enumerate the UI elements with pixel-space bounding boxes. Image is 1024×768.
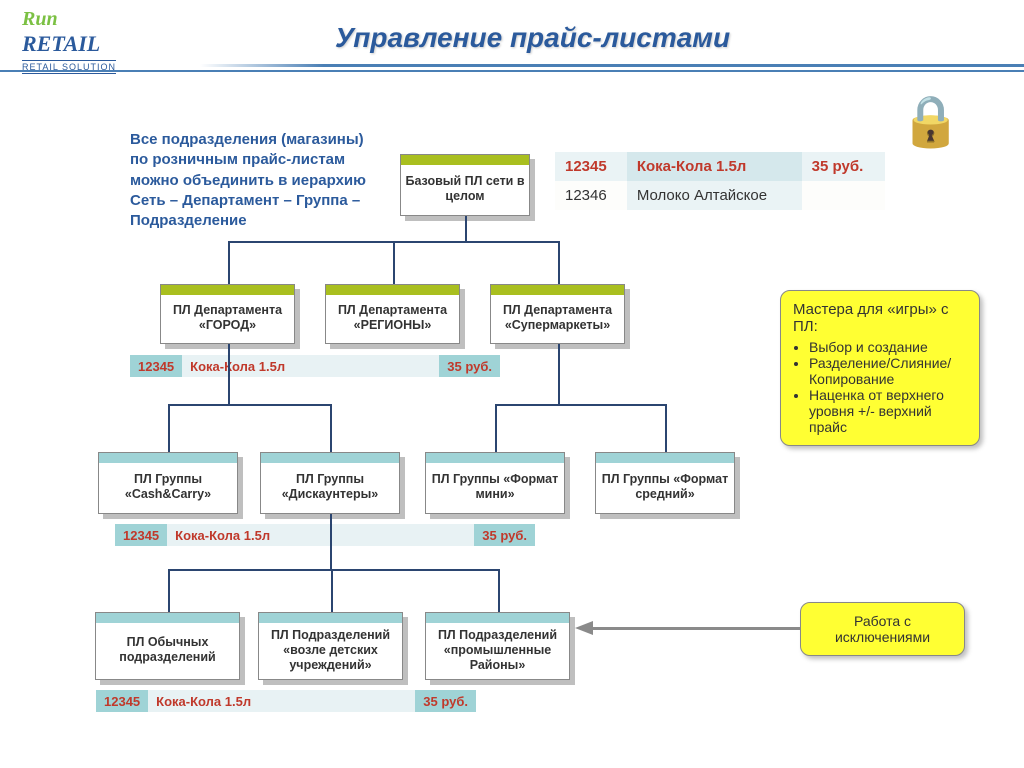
node-label: ПЛ Группы «Формат мини» xyxy=(430,472,560,502)
node-label: ПЛ Подразделений «промышленные Районы» xyxy=(430,628,565,673)
arrow-line xyxy=(590,627,800,630)
strip-price: 35 руб. xyxy=(439,355,500,377)
node-dept: ПЛ Департамента «РЕГИОНЫ» xyxy=(325,284,460,344)
strip-price: 35 руб. xyxy=(415,690,476,712)
node-bar xyxy=(326,285,459,295)
node-subdiv: ПЛ Подразделений «промышленные Районы» xyxy=(425,612,570,680)
note-item: Наценка от верхнего уровня +/- верхний п… xyxy=(809,387,967,435)
logo-top: Run xyxy=(22,8,172,31)
logo: Run RETAIL RETAIL SOLUTION xyxy=(22,8,172,75)
product-table: 12345 Кока-Кола 1.5л 35 руб. 12346 Молок… xyxy=(555,152,885,210)
node-bar xyxy=(426,613,569,623)
note-exceptions: Работа с исключениями xyxy=(800,602,965,656)
price-strip: 12345 Кока-Кола 1.5л 35 руб. xyxy=(96,690,476,712)
node-dept: ПЛ Департамента «ГОРОД» xyxy=(160,284,295,344)
node-dept: ПЛ Департамента «Супермаркеты» xyxy=(490,284,625,344)
node-label: ПЛ Департамента «Супермаркеты» xyxy=(495,303,620,333)
strip-name: Кока-Кола 1.5л xyxy=(182,355,439,377)
header: Run RETAIL RETAIL SOLUTION Управление пр… xyxy=(0,0,1024,72)
node-label: ПЛ Группы «Формат средний» xyxy=(600,472,730,502)
diagram-canvas: 🔒 Все подразделения (магазины) по рознич… xyxy=(0,72,1024,768)
node-group: ПЛ Группы «Дискаунтеры» xyxy=(260,452,400,514)
note-list: Выбор и создание Разделение/Слияние/Копи… xyxy=(809,339,967,435)
node-bar xyxy=(259,613,402,623)
intro-text: Все подразделения (магазины) по розничны… xyxy=(130,130,385,231)
node-label: ПЛ Подразделений «возле детских учрежден… xyxy=(263,628,398,673)
title-underline xyxy=(200,64,1024,67)
node-bar xyxy=(99,453,237,463)
node-bar xyxy=(401,155,529,165)
node-bar xyxy=(261,453,399,463)
node-group: ПЛ Группы «Cash&Carry» xyxy=(98,452,238,514)
note-masters: Мастера для «игры» с ПЛ: Выбор и создани… xyxy=(780,290,980,446)
cell-price: 35 руб. xyxy=(802,152,885,181)
note-title: Мастера для «игры» с ПЛ: xyxy=(793,301,967,335)
node-group: ПЛ Группы «Формат мини» xyxy=(425,452,565,514)
node-label: ПЛ Департамента «РЕГИОНЫ» xyxy=(330,303,455,333)
table-row: 12345 Кока-Кола 1.5л 35 руб. xyxy=(555,152,885,181)
node-bar xyxy=(596,453,734,463)
cell-code: 12346 xyxy=(555,181,627,210)
node-label: ПЛ Группы «Cash&Carry» xyxy=(103,472,233,502)
node-subdiv: ПЛ Подразделений «возле детских учрежден… xyxy=(258,612,403,680)
strip-code: 12345 xyxy=(130,355,182,377)
strip-name: Кока-Кола 1.5л xyxy=(148,690,415,712)
node-label: ПЛ Обычных подразделений xyxy=(100,635,235,665)
lock-icon: 🔒 xyxy=(900,92,962,151)
node-bar xyxy=(491,285,624,295)
price-strip: 12345 Кока-Кола 1.5л 35 руб. xyxy=(130,355,500,377)
node-bar xyxy=(161,285,294,295)
cell-name: Кока-Кола 1.5л xyxy=(627,152,802,181)
price-strip: 12345 Кока-Кола 1.5л 35 руб. xyxy=(115,524,535,546)
node-subdiv: ПЛ Обычных подразделений xyxy=(95,612,240,680)
note-item: Выбор и создание xyxy=(809,339,967,355)
node-group: ПЛ Группы «Формат средний» xyxy=(595,452,735,514)
logo-mid: RETAIL xyxy=(22,31,172,57)
arrow-icon xyxy=(575,621,593,635)
node-label: ПЛ Департамента «ГОРОД» xyxy=(165,303,290,333)
node-label: ПЛ Группы «Дискаунтеры» xyxy=(265,472,395,502)
strip-code: 12345 xyxy=(115,524,167,546)
node-bar xyxy=(426,453,564,463)
node-bar xyxy=(96,613,239,623)
cell-code: 12345 xyxy=(555,152,627,181)
note-text: Работа с исключениями xyxy=(835,613,930,645)
node-label: Базовый ПЛ сети в целом xyxy=(405,174,525,204)
strip-price: 35 руб. xyxy=(474,524,535,546)
table-row: 12346 Молоко Алтайское xyxy=(555,181,885,210)
cell-name: Молоко Алтайское xyxy=(627,181,802,210)
note-item: Разделение/Слияние/Копирование xyxy=(809,355,967,387)
page-title: Управление прайс-листами xyxy=(335,22,730,54)
cell-price xyxy=(802,181,885,210)
node-root: Базовый ПЛ сети в целом xyxy=(400,154,530,216)
strip-code: 12345 xyxy=(96,690,148,712)
strip-name: Кока-Кола 1.5л xyxy=(167,524,474,546)
